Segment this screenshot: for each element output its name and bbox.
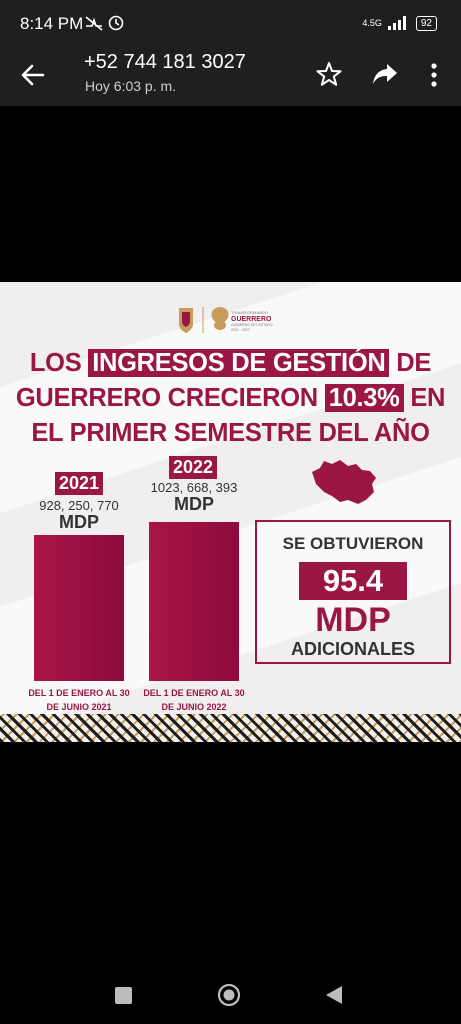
guerrero-map-icon <box>312 460 376 504</box>
result-intro: SE OBTUVIERON <box>282 534 424 553</box>
back-icon[interactable] <box>324 984 344 1006</box>
bar-2022 <box>149 522 239 681</box>
period-2021: DEL 1 DE ENERO AL 30 DE JUNIO 2021 <box>28 688 130 712</box>
unit-2021: MDP <box>59 512 99 532</box>
decorative-border <box>0 714 461 742</box>
logo-text: TRANSFORMANDO <box>231 310 268 315</box>
headline-text: GUERRERO CRECIERON <box>15 384 318 412</box>
government-logos: TRANSFORMANDO GUERRERO GOBIERNO DEL ESTA… <box>179 307 273 333</box>
battery-icon: 92 <box>415 15 437 31</box>
result-box: SE OBTUVIERON 95.4 MDP ADICIONALES <box>255 520 451 664</box>
unit-2022: MDP <box>174 494 214 514</box>
logo-text: 2021 · 2027 <box>231 328 250 332</box>
headline-text: LOS <box>29 349 82 377</box>
headline-percent: 10.3% <box>324 384 404 412</box>
headline-text: EL PRIMER SEMESTRE DEL AÑO <box>31 419 430 447</box>
status-bar: 8:14 PM 4.5G 92 <box>0 0 461 44</box>
network-type: 4.5G <box>362 17 382 28</box>
star-icon[interactable] <box>315 60 343 88</box>
amount-2022: 1023, 668, 393 <box>150 480 238 495</box>
shared-image[interactable]: TRANSFORMANDO GUERRERO GOBIERNO DEL ESTA… <box>0 282 461 742</box>
result-caption: ADICIONALES <box>290 639 415 659</box>
status-time: 8:14 PM <box>20 14 84 33</box>
logo-text: GOBIERNO DEL ESTADO <box>231 323 273 327</box>
navigation-bar <box>0 976 461 1024</box>
year-label-2022: 2022 <box>169 456 218 479</box>
amount-2021: 928, 250, 770 <box>39 498 119 513</box>
contact-title: +52 744 181 3027 <box>84 51 246 73</box>
signal-icon <box>387 16 406 30</box>
result-unit: MDP <box>315 601 391 639</box>
headline-text: DE <box>396 349 432 377</box>
more-vert-icon[interactable] <box>424 61 444 89</box>
result-value: 95.4 <box>299 562 407 600</box>
bar-2021 <box>34 535 124 681</box>
mute-and-alarm-icon <box>85 15 124 31</box>
app-bar: +52 744 181 3027 Hoy 6:03 p. m. <box>0 44 461 106</box>
home-icon[interactable] <box>217 983 241 1007</box>
headline-text: EN <box>410 384 446 412</box>
logo-text: GUERRERO <box>231 316 272 323</box>
back-arrow-icon[interactable] <box>18 60 48 90</box>
recents-icon[interactable] <box>115 987 132 1004</box>
status-indicators: 4.5G 92 <box>362 14 437 32</box>
year-label-2021: 2021 <box>55 472 104 495</box>
headline-highlight: INGRESOS DE GESTIÓN <box>88 349 390 377</box>
share-icon[interactable] <box>371 61 399 87</box>
period-2022: DEL 1 DE ENERO AL 30 DE JUNIO 2022 <box>143 688 245 712</box>
headline: LOS INGRESOS DE GESTIÓN DE GUERRERO CREC… <box>0 346 461 451</box>
message-time: Hoy 6:03 p. m. <box>85 78 177 94</box>
